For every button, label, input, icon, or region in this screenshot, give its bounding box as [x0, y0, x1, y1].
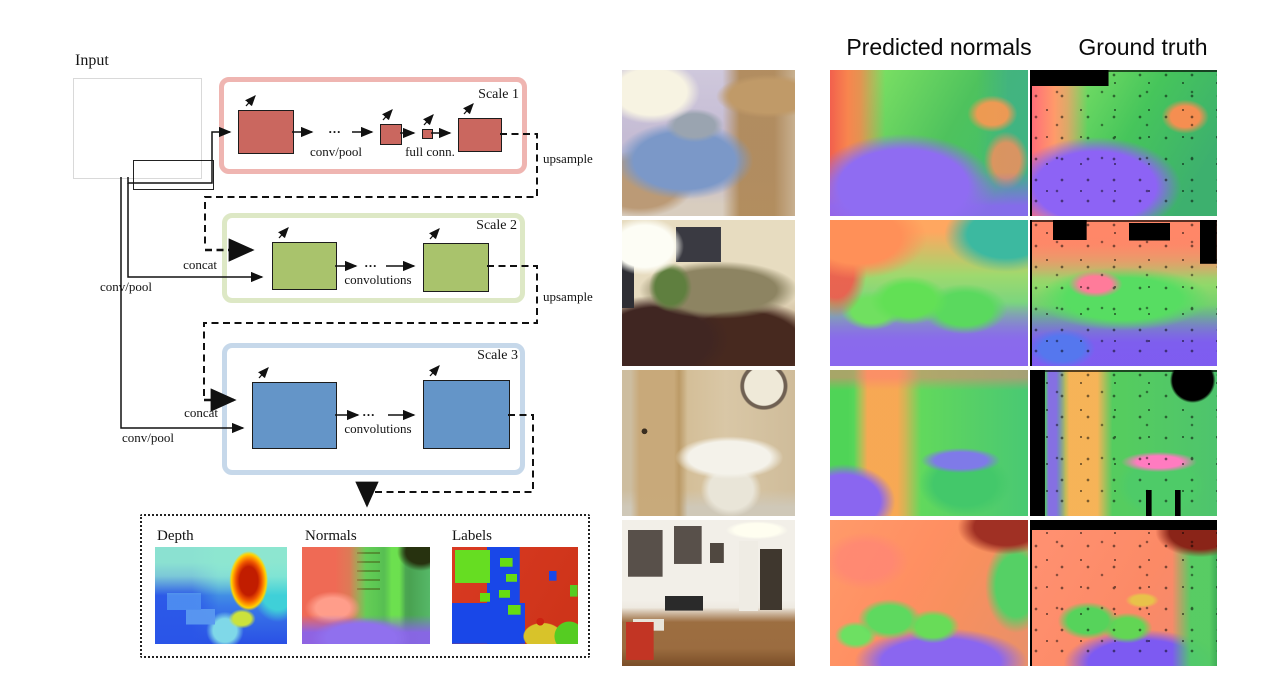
row4-predicted-normals-image — [830, 520, 1028, 666]
scale3-dots: ... — [362, 404, 376, 419]
normals-label: Normals — [305, 528, 357, 544]
scale2-concat-label: concat — [183, 257, 217, 272]
scale1-upsample-label: upsample — [543, 151, 593, 166]
scale1-conv-pool-label: conv/pool — [310, 144, 362, 159]
scale2-convolutions-label: convolutions — [344, 272, 412, 287]
scale1-full-conn-label: full conn. — [405, 144, 455, 159]
scale3-conv-pool-label: conv/pool — [122, 430, 174, 445]
noise-overlay — [1030, 520, 1217, 666]
scale1-title: Scale 1 — [478, 87, 519, 102]
scale3-conv-box-2 — [423, 380, 510, 449]
scale3-concat-label: concat — [184, 405, 218, 420]
row2-ground-truth-image — [1030, 220, 1217, 366]
scale2-conv-pool-label: conv/pool — [100, 279, 152, 294]
row4-input-photo — [622, 520, 795, 666]
predicted-normals-header: Predicted normals — [846, 34, 1032, 60]
input-photo — [73, 78, 202, 179]
scale3-conv-box-1 — [252, 382, 337, 449]
row2-input-photo — [622, 220, 795, 366]
depth-output-image — [155, 547, 287, 644]
depth-label: Depth — [157, 528, 194, 544]
scale2-title: Scale 2 — [476, 218, 517, 233]
scale1-fc-box — [422, 129, 433, 139]
row1-input-photo — [622, 70, 795, 216]
scale3-convolutions-label: convolutions — [344, 421, 412, 436]
scale2-conv-box-2 — [423, 243, 489, 292]
noise-overlay — [1030, 70, 1217, 216]
scale2-conv-box-1 — [272, 242, 337, 290]
scale2-upsample-label: upsample — [543, 289, 593, 304]
scale1-conv-box-2 — [380, 124, 402, 145]
row1-predicted-normals-image — [830, 70, 1028, 216]
noise-overlay — [1030, 220, 1217, 366]
row2-predicted-normals-image — [830, 220, 1028, 366]
noise-overlay — [1030, 370, 1217, 516]
input-label: Input — [75, 52, 109, 69]
ground-truth-header: Ground truth — [1078, 34, 1208, 60]
row3-predicted-normals-image — [830, 370, 1028, 516]
scale3-title: Scale 3 — [477, 348, 518, 363]
row4-ground-truth-image — [1030, 520, 1217, 666]
scale1-dots: ... — [328, 121, 342, 136]
row3-ground-truth-image — [1030, 370, 1217, 516]
row3-input-photo — [622, 370, 795, 516]
labels-label: Labels — [452, 528, 492, 544]
scale2-dots: ... — [364, 255, 378, 270]
row1-ground-truth-image — [1030, 70, 1217, 216]
labels-output-image — [452, 547, 578, 644]
scale1-conv-box-1 — [238, 110, 294, 154]
normals-output-image — [302, 547, 430, 644]
